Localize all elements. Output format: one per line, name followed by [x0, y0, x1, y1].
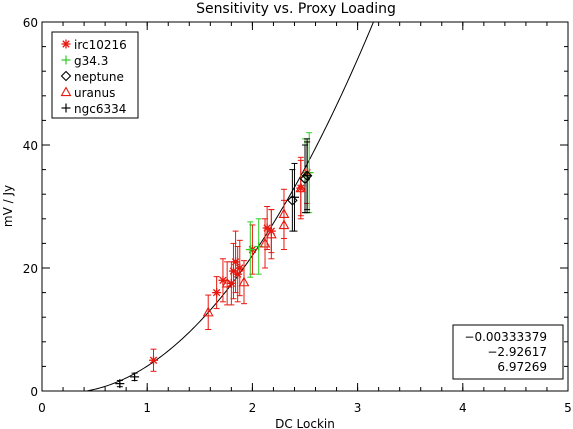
errorbar-layer: [116, 132, 313, 388]
legend-item-uranus: uranus: [60, 86, 115, 100]
point-uranus: [202, 306, 214, 317]
legend-label: irc10216: [74, 38, 127, 52]
point-g34.3: [245, 245, 255, 255]
point-uranus: [265, 228, 277, 239]
point-ngc6334: [130, 372, 140, 382]
fit-coefficient-2: −2.92617: [487, 345, 547, 359]
point-uranus: [295, 182, 307, 193]
legend: irc10216 g34.3 neptune uranus ngc6334: [51, 31, 139, 119]
marker-layer: [115, 168, 314, 389]
errorbar-uranus: [205, 294, 212, 330]
point-ngc6334: [115, 379, 125, 389]
x-tick-label: 0: [38, 401, 46, 415]
x-tick-label: 1: [143, 401, 151, 415]
y-axis-label: mV / Jy: [1, 185, 15, 227]
point-irc10216: [235, 263, 245, 273]
legend-item-neptune: neptune: [60, 70, 124, 84]
fit-box-frame: [452, 324, 564, 380]
legend-item-irc10216: irc10216: [61, 38, 127, 52]
legend-marker-uranus: [60, 86, 72, 97]
x-tick-label: 3: [354, 401, 362, 415]
point-irc10216: [231, 257, 241, 267]
y-tick-label: 40: [23, 139, 38, 153]
legend-item-g34.3: g34.3: [61, 54, 108, 68]
point-ngc6334: [289, 192, 299, 202]
point-neptune: [299, 173, 311, 185]
legend-marker-neptune: [60, 70, 72, 82]
plot-frame: [41, 21, 569, 392]
legend-label: g34.3: [74, 54, 108, 68]
point-uranus: [278, 219, 290, 230]
x-tick-label: 2: [249, 401, 257, 415]
y-axis: 0 20 40 60: [23, 16, 568, 399]
x-tick-label: 5: [564, 401, 572, 415]
point-uranus: [259, 237, 271, 248]
errorbar-uranus: [280, 188, 287, 239]
fit-coefficients-box: −0.00333379 −2.92617 6.97269: [452, 324, 564, 380]
legend-label: ngc6334: [74, 102, 126, 116]
y-tick-label: 0: [30, 385, 38, 399]
legend-item-ngc6334: ngc6334: [61, 102, 126, 116]
legend-label: uranus: [74, 86, 115, 100]
legend-label: neptune: [74, 70, 124, 84]
fit-coefficient-3: 6.97269: [497, 360, 547, 374]
chart-title: Sensitivity vs. Proxy Loading: [196, 1, 396, 17]
point-uranus: [238, 276, 250, 287]
point-irc10216: [149, 355, 159, 365]
point-neptune: [287, 195, 298, 206]
fit-coefficient-1: −0.00333379: [464, 330, 547, 344]
legend-marker-irc10216: [61, 39, 71, 49]
y-tick-label: 20: [23, 262, 38, 276]
x-axis-label: DC Lockin: [275, 417, 335, 429]
y-tick-label: 60: [23, 16, 38, 30]
x-axis: 0 1 2 3 4 5: [38, 22, 572, 415]
point-uranus: [278, 208, 290, 219]
errorbar-uranus: [262, 218, 269, 269]
point-uranus: [221, 277, 233, 288]
x-tick-label: 4: [459, 401, 467, 415]
legend-marker-ngc6334: [61, 103, 71, 113]
point-irc10216: [212, 288, 222, 298]
legend-marker-g34.3: [61, 55, 71, 65]
point-ngc6334: [302, 171, 312, 181]
